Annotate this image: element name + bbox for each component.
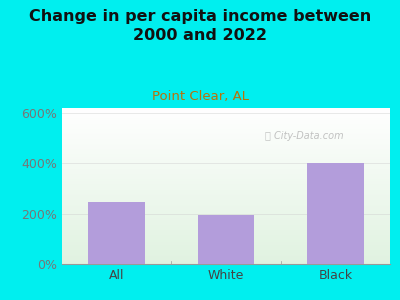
Bar (307, 164, 364, 264)
Bar (198, 215, 254, 264)
Text: ⓘ City-Data.com: ⓘ City-Data.com (265, 131, 344, 141)
Text: Change in per capita income between
2000 and 2022: Change in per capita income between 2000… (29, 9, 371, 43)
Text: Point Clear, AL: Point Clear, AL (152, 90, 248, 103)
Bar (88, 202, 145, 264)
